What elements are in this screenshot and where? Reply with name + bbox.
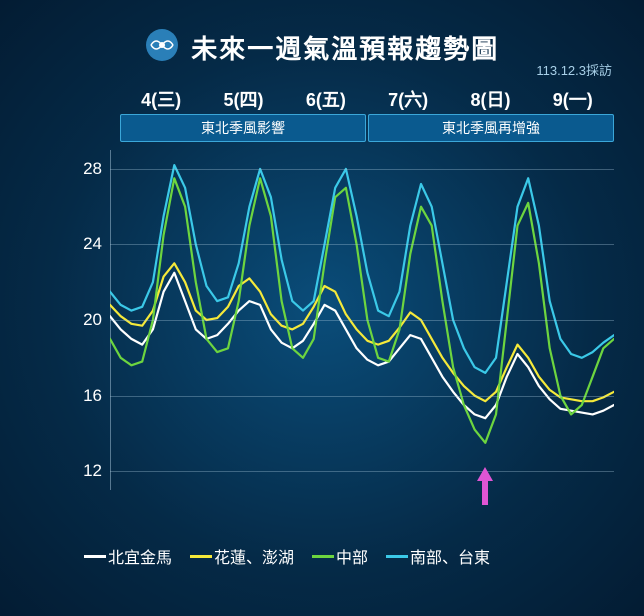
- date-label: 8(日): [449, 86, 531, 112]
- cwb-logo-icon: [145, 28, 179, 67]
- series-line: [110, 165, 614, 373]
- legend-item: 北宜金馬: [84, 544, 172, 568]
- temperature-chart: 12 16 20 24 28: [70, 150, 614, 490]
- subtitle: 113.12.3採訪: [536, 60, 612, 79]
- gridline: [110, 320, 614, 321]
- date-label: 9(一): [532, 86, 614, 112]
- date-label: 6(五): [285, 86, 367, 112]
- legend-item: 南部、台東: [386, 544, 490, 568]
- highlight-arrow-icon: [475, 467, 495, 510]
- y-tick-label: 16: [70, 386, 102, 406]
- legend-swatch: [386, 555, 408, 558]
- date-label: 5(四): [202, 86, 284, 112]
- gridline: [110, 169, 614, 170]
- weather-banner: 東北季風影響: [120, 114, 366, 142]
- series-line: [110, 178, 614, 443]
- gridline: [110, 471, 614, 472]
- date-axis: 4(三)5(四)6(五)7(六)8(日)9(一): [120, 86, 614, 112]
- legend-label: 南部、台東: [410, 544, 490, 568]
- legend-swatch: [190, 555, 212, 558]
- banner-row: 東北季風影響東北季風再增強: [120, 114, 614, 142]
- legend-swatch: [312, 555, 334, 558]
- gridline: [110, 244, 614, 245]
- date-label: 7(六): [367, 86, 449, 112]
- y-tick-label: 12: [70, 461, 102, 481]
- gridline: [110, 396, 614, 397]
- legend-label: 花蓮、澎湖: [214, 544, 294, 568]
- legend-item: 中部: [312, 544, 368, 568]
- legend: 北宜金馬 花蓮、澎湖 中部 南部、台東: [84, 544, 490, 568]
- legend-label: 中部: [336, 544, 368, 568]
- chart-title: 未來一週氣溫預報趨勢圖: [191, 29, 499, 66]
- date-label: 4(三): [120, 86, 202, 112]
- y-tick-label: 24: [70, 234, 102, 254]
- legend-item: 花蓮、澎湖: [190, 544, 294, 568]
- y-tick-label: 28: [70, 159, 102, 179]
- weather-banner: 東北季風再增強: [368, 114, 614, 142]
- y-tick-label: 20: [70, 310, 102, 330]
- legend-swatch: [84, 555, 106, 558]
- legend-label: 北宜金馬: [108, 544, 172, 568]
